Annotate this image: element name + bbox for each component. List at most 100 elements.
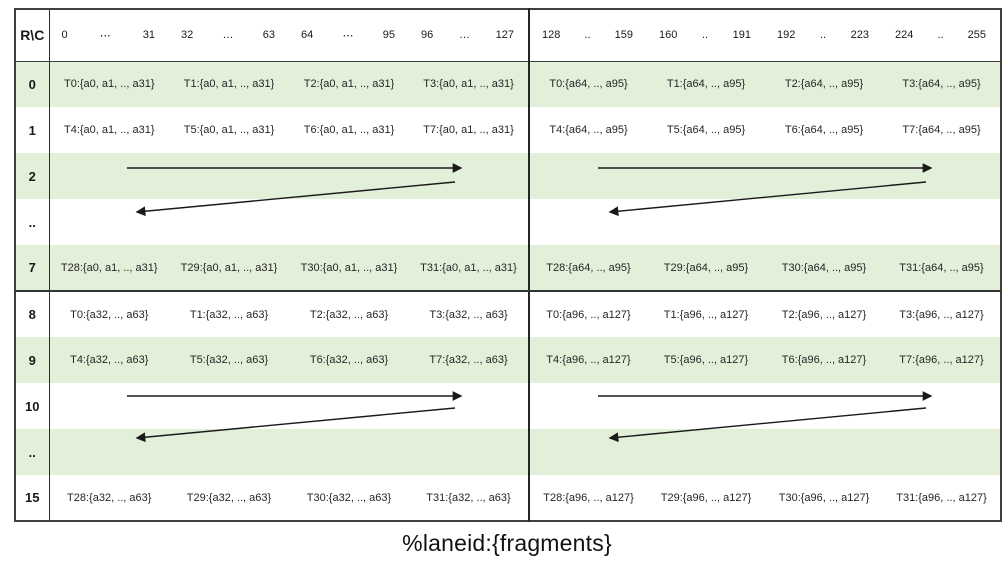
- arrow-row-cell: [409, 383, 529, 429]
- fragment-layout-figure: R\C 0 ⋯ 31 32… 63 64 ⋯ 95 96… 127 128.. 159 160.. 191…: [14, 8, 1002, 522]
- arrow-row-cell: [528, 199, 647, 245]
- fragment-cell: T6:{a0, a1, .., a31}: [303, 124, 395, 136]
- col-header-160-191: 160.. 191: [647, 9, 765, 62]
- table-body: 0 T0:{a0, a1, .., a31} T1:{a0, a1, .., a31…: [15, 61, 1001, 521]
- table-row-dotdot: ..: [15, 199, 1001, 245]
- col-range-bound: 223: [850, 29, 869, 42]
- col-range-bound: 63: [262, 29, 275, 42]
- fragment-cell: T30:{a32, .., a63}: [306, 491, 392, 504]
- fragment-cell: T2:{a64, .., a95}: [765, 61, 883, 107]
- arrow-row-cell: [169, 429, 289, 475]
- fragment-cell: T30:{a64, .., a95}: [765, 245, 883, 292]
- fragment-cell: T29:{a96, .., a127}: [660, 491, 752, 504]
- arrow-row-cell: [883, 383, 1001, 429]
- table-row-2: 2: [15, 153, 1001, 199]
- col-range-dots: ..: [819, 29, 827, 42]
- corner-label: R\C: [15, 9, 50, 62]
- col-header-64-95: 64 ⋯ 95: [289, 9, 409, 62]
- col-header-0-31: 0 ⋯ 31: [49, 9, 169, 62]
- fragment-cell: T31:{a32, .., a63}: [426, 491, 511, 504]
- arrow-row-cell: [647, 153, 765, 199]
- arrow-row-cell: [528, 383, 647, 429]
- col-range-bound: 96: [421, 29, 434, 42]
- col-range-dots: ..: [701, 29, 709, 42]
- col-range-dots: ..: [937, 29, 944, 42]
- fragment-cell: T1:{a32, .., a63}: [189, 308, 269, 321]
- arrow-row-cell: [765, 153, 883, 199]
- fragment-cell: T29:{a0, a1, .., a31}: [169, 245, 289, 292]
- col-range-bound: 0: [61, 29, 68, 42]
- caption: %laneid:{fragments}: [402, 530, 612, 556]
- arrow-row-cell: [409, 429, 529, 475]
- arrow-row-cell: [289, 153, 409, 199]
- fragment-cell: T6:{a32, .., a63}: [289, 337, 409, 383]
- col-header-192-223: 192.. 223: [765, 9, 883, 62]
- arrow-row-cell: [169, 199, 289, 245]
- table-row-10: 10: [15, 383, 1001, 429]
- fragment-cell: T5:{a0, a1, .., a31}: [183, 124, 275, 136]
- table-row-1: 1 T4:{a0, a1, .., a31} T5:{a0, a1, .., a31…: [15, 107, 1001, 153]
- col-range-bound: 31: [142, 29, 155, 42]
- fragment-cell: T29:{a64, .., a95}: [647, 245, 765, 292]
- arrow-row-cell: [169, 153, 289, 199]
- fragment-cell: T28:{a96, .., a127}: [528, 475, 647, 521]
- fragment-layout-table: R\C 0 ⋯ 31 32… 63 64 ⋯ 95 96… 127 128.. 159 160.. 191…: [14, 8, 1002, 522]
- arrow-row-cell: [765, 429, 883, 475]
- fragment-cell: T3:{a0, a1, .., a31}: [409, 61, 529, 107]
- col-range-bound: 160: [659, 29, 678, 42]
- table-row-7: 7 T28:{a0, a1, .., a31} T29:{a0, a1, .., a…: [15, 245, 1001, 292]
- col-range-bound: 159: [614, 29, 633, 42]
- arrow-row-cell: [289, 429, 409, 475]
- fragment-cell: T0:{a32, .., a63}: [70, 308, 149, 321]
- col-range-dots: ⋯: [342, 29, 354, 42]
- fragment-cell: T6:{a96, .., a127}: [765, 337, 883, 383]
- col-header-128-159: 128.. 159: [528, 9, 647, 62]
- arrow-row-cell: [647, 429, 765, 475]
- col-range-bound: 64: [301, 29, 314, 42]
- fragment-cell: T1:{a64, .., a95}: [647, 61, 765, 107]
- arrow-row-cell: [49, 383, 169, 429]
- fragment-cell: T31:{a96, .., a127}: [896, 491, 987, 504]
- arrow-row-cell: [528, 429, 647, 475]
- row-label: 1: [15, 107, 50, 153]
- fragment-cell: T7:{a96, .., a127}: [883, 337, 1001, 383]
- arrow-row-cell: [49, 153, 169, 199]
- col-range-bound: 32: [181, 29, 194, 42]
- fragment-cell: T31:{a64, .., a95}: [883, 245, 1001, 292]
- fragment-cell: T4:{a32, .., a63}: [49, 337, 169, 383]
- row-label: 0: [15, 61, 50, 107]
- fragment-cell: T7:{a64, .., a95}: [902, 124, 981, 136]
- fragment-cell: T31:{a0, a1, .., a31}: [409, 245, 529, 292]
- fragment-cell: T5:{a96, .., a127}: [647, 337, 765, 383]
- row-label: 2: [15, 153, 50, 199]
- fragment-cell: T3:{a96, .., a127}: [899, 308, 984, 321]
- fragment-cell: T30:{a96, .., a127}: [778, 491, 870, 504]
- table-row-15: 15 T28:{a32, .., a63} T29:{a32, .., a63} T3…: [15, 475, 1001, 521]
- fragment-cell: T28:{a32, .., a63}: [67, 491, 152, 504]
- arrow-row-cell: [528, 153, 647, 199]
- arrow-row-cell: [647, 199, 765, 245]
- table-row-8: 8 T0:{a32, .., a63} T1:{a32, .., a63} T2:{a…: [15, 291, 1001, 337]
- fragment-cell: T28:{a64, .., a95}: [528, 245, 647, 292]
- col-range-bound: 224: [895, 29, 914, 42]
- fragment-cell: T1:{a0, a1, .., a31}: [169, 61, 289, 107]
- fragment-cell: T2:{a32, .., a63}: [309, 308, 389, 321]
- arrow-row-cell: [169, 383, 289, 429]
- fragment-cell: T29:{a32, .., a63}: [186, 491, 272, 504]
- col-range-bound: 95: [382, 29, 395, 42]
- arrow-row-cell: [647, 383, 765, 429]
- header-row: R\C 0 ⋯ 31 32 … 63 64 ⋯ 95 96 … 127 128.. 159 160.. 191…: [15, 9, 1001, 62]
- col-range-bound: 192: [777, 29, 796, 42]
- col-range-dots: …: [458, 29, 470, 42]
- table-row-0: 0 T0:{a0, a1, .., a31} T1:{a0, a1, .., a31…: [15, 61, 1001, 107]
- col-range-dots: ..: [584, 29, 591, 42]
- arrow-row-cell: [409, 199, 529, 245]
- fragment-cell: T3:{a32, .., a63}: [429, 308, 508, 321]
- fragment-cell: T2:{a0, a1, .., a31}: [289, 61, 409, 107]
- fragment-cell: T5:{a64, .., a95}: [666, 124, 746, 136]
- col-header-96-127: 96 … 127: [409, 9, 529, 62]
- arrow-row-cell: [883, 153, 1001, 199]
- fragment-cell: T4:{a96, .., a127}: [528, 337, 647, 383]
- fragment-cell: T7:{a32, .., a63}: [409, 337, 529, 383]
- fragment-cell: T2:{a96, .., a127}: [781, 308, 867, 321]
